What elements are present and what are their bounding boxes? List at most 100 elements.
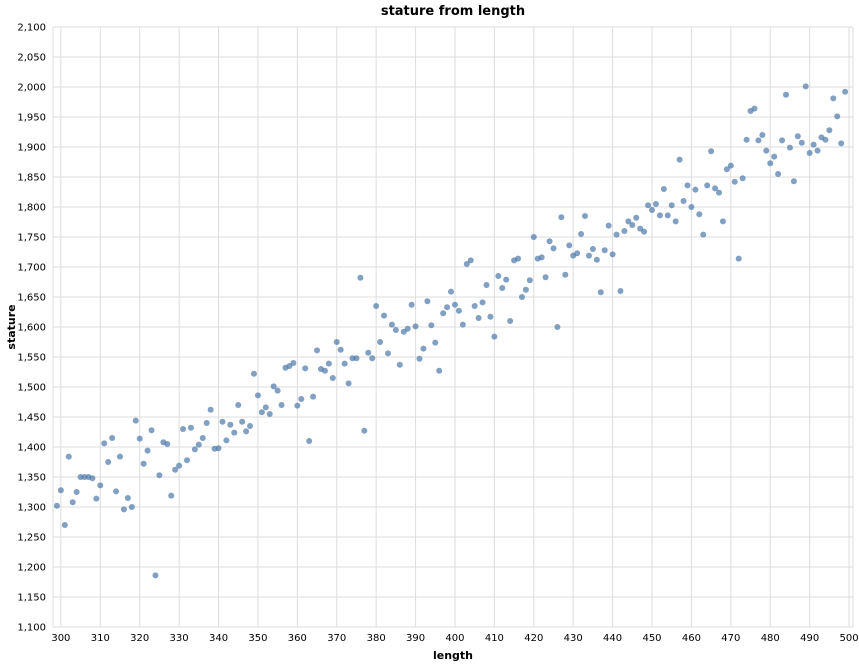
y-tick-label: 1,850: [17, 173, 46, 184]
x-tick-label: 370: [327, 633, 346, 644]
data-point: [345, 380, 352, 387]
data-point: [471, 303, 478, 309]
data-point: [262, 404, 269, 411]
data-point: [432, 339, 439, 346]
data-point: [483, 282, 490, 288]
x-tick-label: 400: [445, 633, 464, 644]
data-point: [172, 466, 179, 473]
data-point: [144, 447, 151, 454]
data-point: [274, 387, 281, 394]
data-point: [65, 453, 72, 460]
data-point: [124, 495, 131, 501]
data-point: [810, 141, 817, 148]
data-point: [243, 428, 250, 435]
data-point: [487, 313, 494, 320]
data-point: [247, 423, 254, 429]
data-point: [723, 166, 730, 173]
data-point: [120, 506, 127, 513]
data-point: [369, 355, 376, 362]
data-point: [763, 147, 770, 154]
data-point: [495, 273, 502, 279]
data-point: [388, 321, 395, 328]
y-tick-label: 1,500: [17, 383, 46, 394]
data-point: [802, 83, 809, 90]
data-point: [459, 321, 466, 328]
y-axis-ticks: 1,100 1,150 1,200 1,250 1,300 1,350 1,400 1,450…: [17, 23, 46, 634]
data-point: [329, 375, 336, 381]
data-point: [278, 402, 285, 408]
data-point: [258, 409, 265, 416]
data-point: [554, 324, 561, 330]
x-tick-label: 320: [130, 633, 149, 644]
data-point: [775, 171, 782, 177]
data-point: [254, 392, 261, 399]
data-point: [136, 435, 143, 442]
data-point: [727, 162, 734, 169]
data-point: [649, 207, 656, 213]
data-point: [231, 429, 238, 436]
data-point: [290, 360, 297, 366]
y-tick-label: 1,700: [17, 263, 46, 274]
data-point: [97, 482, 104, 489]
x-tick-label: 390: [406, 633, 425, 644]
gridlines: [52, 26, 854, 628]
data-point: [73, 489, 80, 495]
data-point: [783, 91, 790, 98]
x-tick-label: 470: [721, 633, 740, 644]
data-point: [365, 349, 372, 356]
data-point: [69, 499, 76, 506]
data-point: [716, 189, 723, 196]
data-point: [708, 148, 715, 155]
data-point: [310, 393, 317, 400]
data-point: [834, 113, 841, 120]
y-tick-label: 1,450: [17, 413, 46, 424]
data-point: [719, 218, 726, 225]
data-point: [384, 350, 391, 357]
data-point: [735, 255, 742, 262]
data-point: [448, 288, 455, 295]
data-point: [672, 218, 679, 225]
data-point: [656, 212, 663, 219]
data-point: [759, 132, 766, 138]
x-tick-label: 380: [367, 633, 386, 644]
data-point: [645, 202, 652, 209]
data-point: [227, 421, 234, 428]
y-tick-label: 1,600: [17, 323, 46, 334]
data-point: [250, 370, 257, 377]
data-point: [605, 222, 612, 229]
data-point: [507, 318, 514, 324]
data-point: [771, 153, 778, 160]
data-point: [542, 274, 549, 281]
data-point: [373, 303, 380, 309]
x-tick-label: 430: [564, 633, 583, 644]
data-point: [219, 418, 226, 425]
data-point: [767, 160, 774, 167]
data-point: [128, 504, 135, 510]
data-point: [633, 214, 640, 221]
data-point: [152, 572, 159, 579]
data-point: [806, 150, 813, 156]
data-point: [491, 333, 498, 340]
x-tick-label: 500: [840, 633, 859, 644]
data-point: [53, 502, 60, 509]
data-point: [381, 312, 388, 319]
data-point: [617, 288, 624, 294]
data-point: [467, 257, 474, 264]
y-axis-title: stature: [5, 304, 18, 349]
data-point: [235, 402, 242, 408]
x-tick-label: 360: [288, 633, 307, 644]
data-point: [61, 522, 68, 528]
data-point: [357, 274, 364, 281]
data-point: [463, 261, 470, 267]
data-point: [790, 178, 797, 185]
data-point: [132, 417, 139, 424]
data-point: [207, 406, 214, 413]
x-tick-label: 410: [485, 633, 504, 644]
data-point: [341, 360, 348, 367]
x-tick-label: 310: [91, 633, 110, 644]
data-point: [109, 435, 116, 441]
data-point: [392, 327, 399, 333]
data-point: [203, 420, 210, 426]
y-tick-label: 1,300: [17, 503, 46, 514]
data-point: [436, 367, 443, 374]
